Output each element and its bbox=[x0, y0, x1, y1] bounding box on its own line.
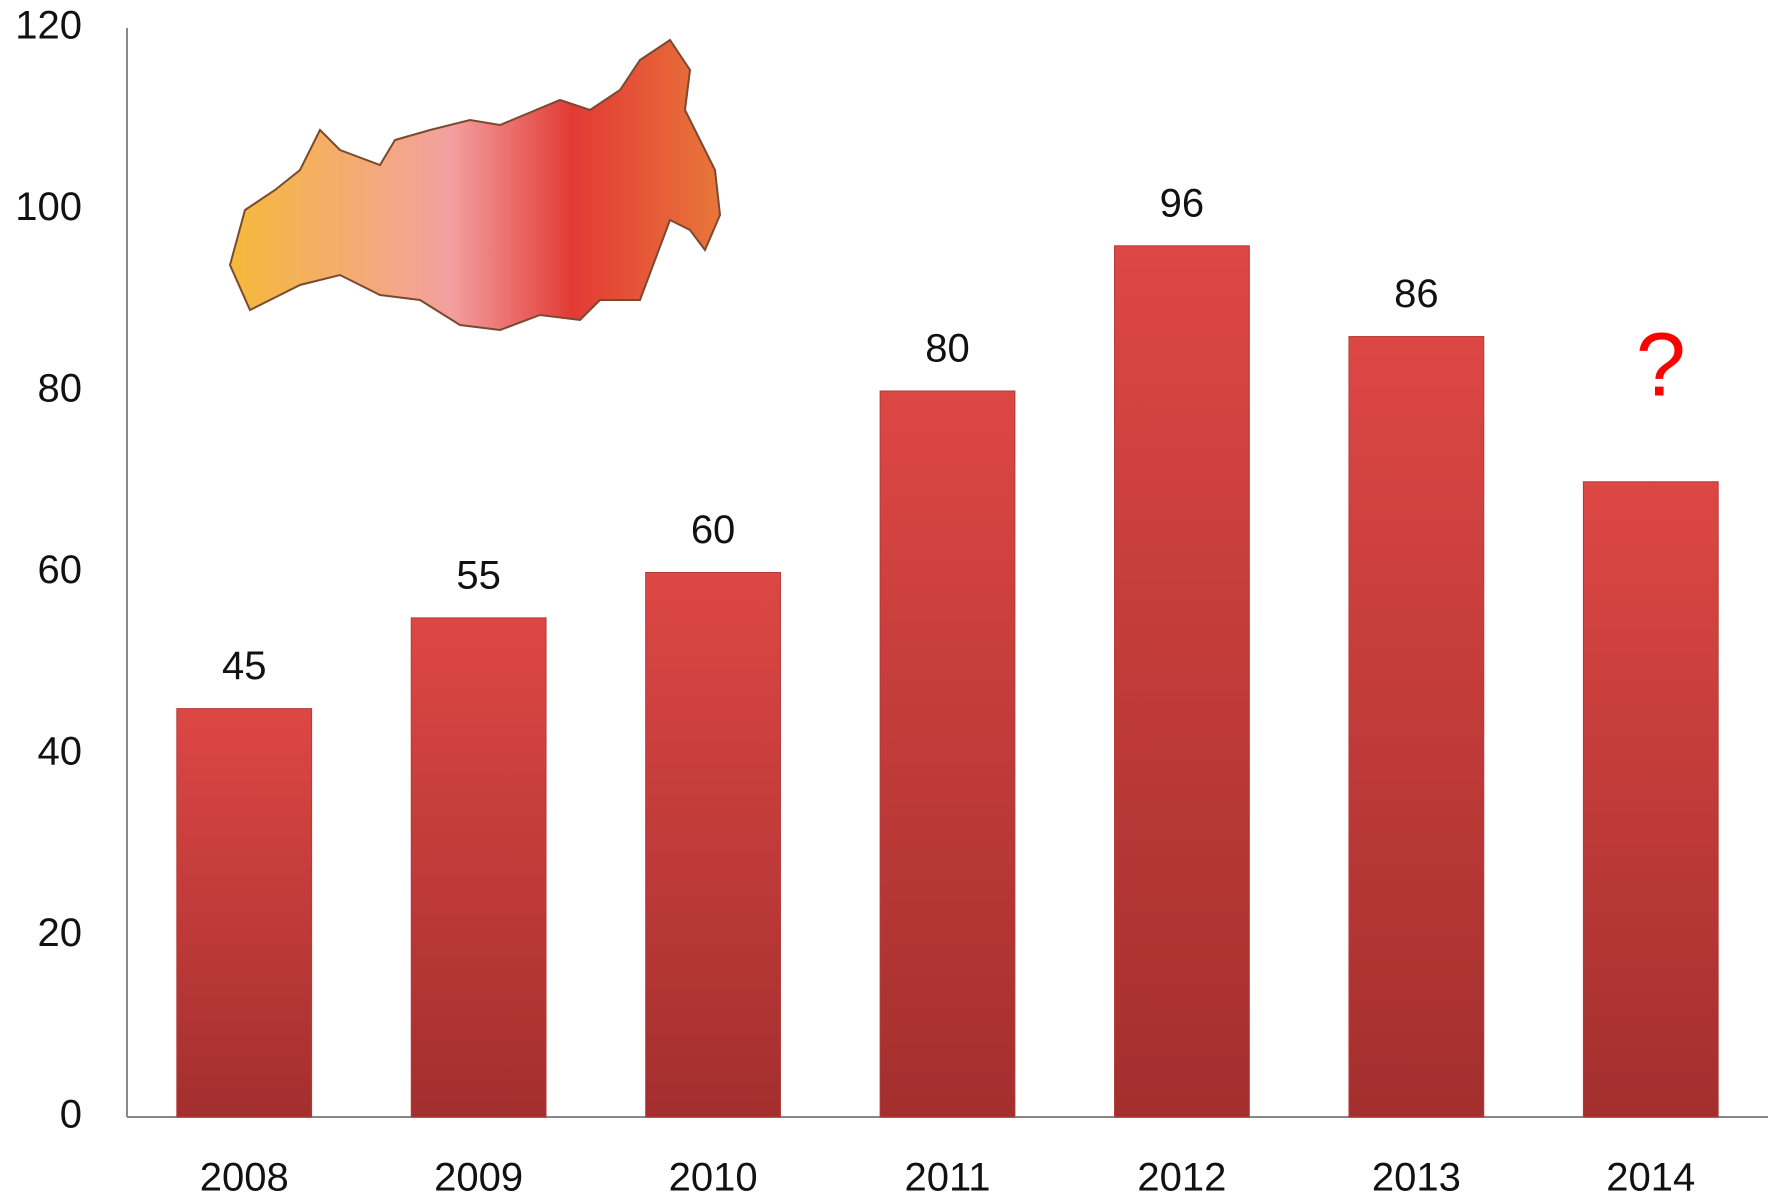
y-tick-label: 60 bbox=[38, 548, 83, 592]
x-tick-label: 2008 bbox=[200, 1156, 289, 1200]
x-tick-label: 2009 bbox=[434, 1156, 523, 1200]
bar bbox=[879, 390, 1016, 1118]
y-tick-label: 80 bbox=[38, 367, 83, 411]
y-tick-label: 120 bbox=[15, 4, 82, 48]
bar bbox=[1348, 336, 1485, 1118]
x-tick-label: 2010 bbox=[669, 1156, 758, 1200]
bar bbox=[1582, 481, 1719, 1118]
y-tick-label: 0 bbox=[60, 1093, 82, 1137]
y-tick-label: 100 bbox=[15, 185, 82, 229]
value-label: 96 bbox=[1160, 181, 1205, 225]
annotation: ? bbox=[1636, 316, 1686, 416]
map-illustration bbox=[228, 38, 722, 332]
bar bbox=[176, 708, 313, 1118]
x-tick-label: 2014 bbox=[1606, 1156, 1695, 1200]
value-label: 60 bbox=[691, 508, 736, 552]
value-label: 55 bbox=[456, 553, 501, 597]
value-label: 45 bbox=[222, 644, 267, 688]
bar bbox=[410, 617, 547, 1118]
y-tick-label: 40 bbox=[38, 730, 83, 774]
value-label: 86 bbox=[1394, 272, 1439, 316]
y-tick-label: 20 bbox=[38, 911, 83, 955]
x-tick-label: 2011 bbox=[904, 1156, 990, 1200]
x-tick-label: 2012 bbox=[1137, 1156, 1226, 1200]
bar bbox=[1114, 245, 1250, 1118]
value-label: 80 bbox=[925, 327, 970, 371]
x-tick-label: 2013 bbox=[1372, 1156, 1461, 1200]
bar bbox=[645, 572, 781, 1118]
